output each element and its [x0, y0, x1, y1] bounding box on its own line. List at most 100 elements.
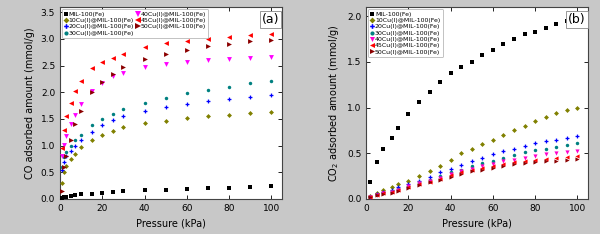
50Cu(I)@MIL-100(Fe)	[511, 163, 518, 166]
10Cu(I)@MIL-100(Fe)	[468, 147, 475, 150]
30Cu(I)@MIL-100(Fe)	[542, 147, 550, 150]
30Cu(I)@MIL-100(Fe)	[490, 159, 497, 162]
50Cu(I)@MIL-100(Fe)	[268, 39, 275, 41]
10Cu(I)@MIL-100(Fe)	[61, 171, 68, 174]
20Cu(I)@MIL-100(Fe)	[490, 153, 497, 156]
40Cu(I)@MIL-100(Fe)	[373, 194, 380, 197]
30Cu(I)@MIL-100(Fe)	[59, 165, 66, 168]
10Cu(I)@MIL-100(Fe)	[63, 165, 70, 167]
10Cu(I)@MIL-100(Fe)	[71, 152, 79, 155]
20Cu(I)@MIL-100(Fe)	[574, 135, 581, 137]
40Cu(I)@MIL-100(Fe)	[247, 56, 254, 59]
40Cu(I)@MIL-100(Fe)	[120, 71, 127, 74]
10Cu(I)@MIL-100(Fe)	[553, 112, 560, 114]
40Cu(I)@MIL-100(Fe)	[437, 176, 444, 179]
20Cu(I)@MIL-100(Fe)	[204, 100, 211, 103]
30Cu(I)@MIL-100(Fe)	[447, 171, 454, 174]
10Cu(I)@MIL-100(Fe)	[59, 182, 66, 184]
50Cu(I)@MIL-100(Fe)	[521, 162, 528, 165]
Text: (b): (b)	[568, 13, 586, 26]
20Cu(I)@MIL-100(Fe)	[447, 167, 454, 170]
45Cu(I)@MIL-100(Fe)	[447, 174, 454, 176]
20Cu(I)@MIL-100(Fe)	[61, 160, 68, 163]
10Cu(I)@MIL-100(Fe)	[394, 183, 401, 186]
Line: 20Cu(I)@MIL-100(Fe): 20Cu(I)@MIL-100(Fe)	[368, 134, 580, 199]
20Cu(I)@MIL-100(Fe)	[553, 138, 560, 141]
10Cu(I)@MIL-100(Fe)	[437, 165, 444, 167]
30Cu(I)@MIL-100(Fe)	[109, 112, 116, 115]
MIL-100(Fe)	[521, 33, 528, 36]
30Cu(I)@MIL-100(Fe)	[204, 88, 211, 91]
45Cu(I)@MIL-100(Fe)	[437, 177, 444, 180]
Text: (a): (a)	[262, 13, 280, 26]
50Cu(I)@MIL-100(Fe)	[247, 40, 254, 43]
50Cu(I)@MIL-100(Fe)	[532, 161, 539, 164]
40Cu(I)@MIL-100(Fe)	[415, 182, 422, 185]
45Cu(I)@MIL-100(Fe)	[521, 159, 528, 162]
45Cu(I)@MIL-100(Fe)	[405, 186, 412, 188]
MIL-100(Fe)	[63, 195, 70, 198]
20Cu(I)@MIL-100(Fe)	[511, 147, 518, 150]
40Cu(I)@MIL-100(Fe)	[563, 151, 571, 154]
40Cu(I)@MIL-100(Fe)	[88, 89, 95, 92]
50Cu(I)@MIL-100(Fe)	[542, 160, 550, 163]
MIL-100(Fe)	[109, 190, 116, 193]
40Cu(I)@MIL-100(Fe)	[574, 150, 581, 153]
MIL-100(Fe)	[226, 186, 233, 189]
50Cu(I)@MIL-100(Fe)	[109, 72, 116, 75]
50Cu(I)@MIL-100(Fe)	[426, 181, 433, 184]
MIL-100(Fe)	[268, 185, 275, 187]
40Cu(I)@MIL-100(Fe)	[77, 103, 85, 106]
10Cu(I)@MIL-100(Fe)	[500, 134, 507, 136]
10Cu(I)@MIL-100(Fe)	[379, 188, 386, 191]
10Cu(I)@MIL-100(Fe)	[67, 157, 74, 160]
30Cu(I)@MIL-100(Fe)	[77, 134, 85, 136]
50Cu(I)@MIL-100(Fe)	[77, 110, 85, 112]
Line: 10Cu(I)@MIL-100(Fe): 10Cu(I)@MIL-100(Fe)	[368, 106, 579, 198]
10Cu(I)@MIL-100(Fe)	[226, 113, 233, 116]
40Cu(I)@MIL-100(Fe)	[388, 190, 395, 193]
10Cu(I)@MIL-100(Fe)	[98, 134, 106, 136]
40Cu(I)@MIL-100(Fe)	[226, 58, 233, 61]
45Cu(I)@MIL-100(Fe)	[183, 40, 190, 43]
40Cu(I)@MIL-100(Fe)	[109, 75, 116, 78]
MIL-100(Fe)	[61, 196, 68, 199]
40Cu(I)@MIL-100(Fe)	[394, 188, 401, 191]
20Cu(I)@MIL-100(Fe)	[542, 140, 550, 143]
50Cu(I)@MIL-100(Fe)	[367, 196, 374, 198]
20Cu(I)@MIL-100(Fe)	[563, 136, 571, 139]
20Cu(I)@MIL-100(Fe)	[88, 131, 95, 134]
40Cu(I)@MIL-100(Fe)	[67, 123, 74, 126]
45Cu(I)@MIL-100(Fe)	[141, 46, 148, 48]
40Cu(I)@MIL-100(Fe)	[405, 185, 412, 187]
40Cu(I)@MIL-100(Fe)	[367, 196, 374, 198]
45Cu(I)@MIL-100(Fe)	[532, 158, 539, 161]
10Cu(I)@MIL-100(Fe)	[458, 152, 465, 155]
10Cu(I)@MIL-100(Fe)	[447, 158, 454, 161]
MIL-100(Fe)	[468, 60, 475, 63]
30Cu(I)@MIL-100(Fe)	[500, 156, 507, 159]
45Cu(I)@MIL-100(Fe)	[77, 79, 85, 82]
20Cu(I)@MIL-100(Fe)	[479, 156, 486, 159]
MIL-100(Fe)	[373, 161, 380, 164]
X-axis label: Pressure (kPa): Pressure (kPa)	[442, 218, 512, 228]
Y-axis label: CO$_2$ adsorbed amount (mmol/g): CO$_2$ adsorbed amount (mmol/g)	[328, 24, 341, 182]
MIL-100(Fe)	[437, 80, 444, 83]
45Cu(I)@MIL-100(Fe)	[109, 56, 116, 59]
10Cu(I)@MIL-100(Fe)	[426, 170, 433, 173]
30Cu(I)@MIL-100(Fe)	[394, 187, 401, 190]
Line: MIL-100(Fe): MIL-100(Fe)	[368, 15, 579, 183]
40Cu(I)@MIL-100(Fe)	[61, 143, 68, 146]
MIL-100(Fe)	[120, 190, 127, 193]
45Cu(I)@MIL-100(Fe)	[479, 166, 486, 169]
50Cu(I)@MIL-100(Fe)	[574, 157, 581, 160]
MIL-100(Fe)	[183, 187, 190, 190]
MIL-100(Fe)	[458, 66, 465, 69]
45Cu(I)@MIL-100(Fe)	[373, 194, 380, 197]
20Cu(I)@MIL-100(Fe)	[379, 190, 386, 193]
Line: 30Cu(I)@MIL-100(Fe): 30Cu(I)@MIL-100(Fe)	[61, 79, 273, 169]
45Cu(I)@MIL-100(Fe)	[553, 156, 560, 159]
10Cu(I)@MIL-100(Fe)	[268, 111, 275, 113]
30Cu(I)@MIL-100(Fe)	[67, 144, 74, 147]
MIL-100(Fe)	[247, 185, 254, 188]
